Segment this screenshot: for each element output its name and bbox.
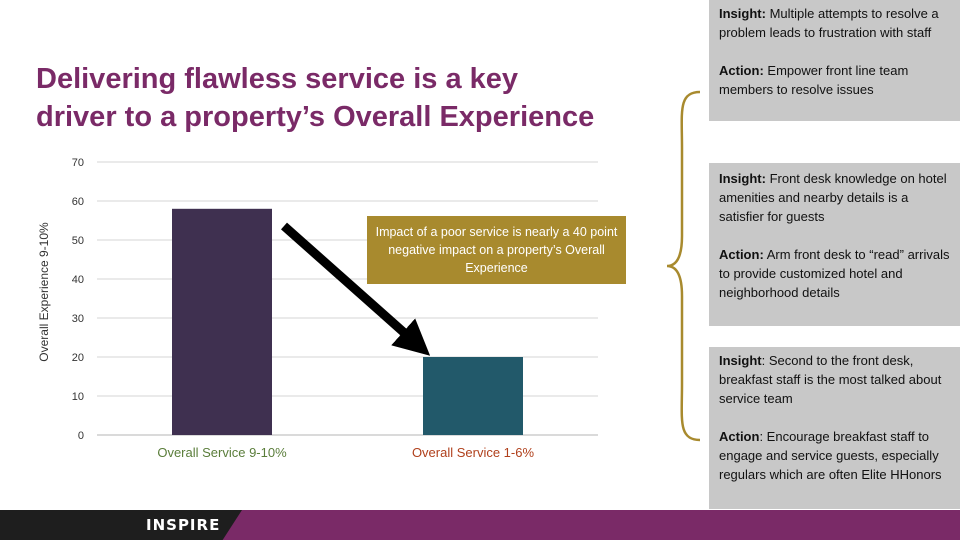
- x-category-label: Overall Service 1-6%: [412, 445, 535, 460]
- bars: [172, 208, 523, 435]
- action-text: Empower front line team members to resol…: [719, 63, 909, 97]
- y-tick-label: 40: [72, 274, 84, 286]
- impact-callout: Impact of a poor service is nearly a 40 …: [367, 216, 626, 284]
- insight-label: Insight:: [719, 171, 766, 186]
- insight-text: Front desk knowledge on hotel amenities …: [719, 171, 947, 224]
- y-tick-label: 30: [72, 313, 84, 325]
- y-tick-label: 10: [72, 391, 84, 403]
- insight-box-2: Insight: Front desk knowledge on hotel a…: [709, 163, 960, 326]
- trend-arrow: [281, 222, 431, 356]
- action-text: Arm front desk to “read” arrivals to pro…: [719, 247, 950, 300]
- insight-label: Insight:: [719, 6, 766, 21]
- y-tick-label: 50: [72, 235, 84, 247]
- slide-title-line-1: Delivering flawless service is a key: [36, 63, 519, 95]
- action-text: : Encourage breakfast staff to engage an…: [719, 429, 942, 482]
- y-tick-label: 70: [72, 157, 84, 169]
- footer-bar: INSPIRE: [0, 510, 960, 540]
- action-label: Action:: [719, 63, 764, 78]
- insight-box-1: Insight: Multiple attempts to resolve a …: [709, 0, 960, 121]
- slide-title: Delivering flawless service is a key dri…: [36, 60, 686, 136]
- inspire-logo: INSPIRE: [146, 516, 221, 534]
- y-tick-label: 20: [72, 352, 84, 364]
- y-axis-label: Overall Experience 9-10%: [37, 222, 51, 362]
- insight-label: Insight: [719, 353, 762, 368]
- axis-labels: 0 10 20 30 40 50 60 70 Overall Service 9-10% Over…: [72, 157, 535, 460]
- bar-chart: 0 10 20 30 40 50 60 70 Overall Service 9-10% Over…: [72, 157, 598, 460]
- curly-brace-icon: [666, 90, 701, 442]
- y-tick-label: 60: [72, 196, 84, 208]
- insight-text: Multiple attempts to resolve a problem l…: [719, 6, 939, 40]
- bar: [423, 357, 523, 435]
- x-category-label: Overall Service 9-10%: [157, 445, 287, 460]
- slide-title-line-2: driver to a property’s Overall Experienc…: [36, 101, 595, 133]
- footer-logo-panel: [0, 510, 242, 540]
- action-label: Action: [719, 429, 760, 444]
- y-tick-label: 0: [78, 430, 84, 442]
- action-label: Action:: [719, 247, 764, 262]
- insight-text: : Second to the front desk, breakfast st…: [719, 353, 942, 406]
- bar: [172, 208, 272, 435]
- insight-box-3: Insight: Second to the front desk, break…: [709, 347, 960, 509]
